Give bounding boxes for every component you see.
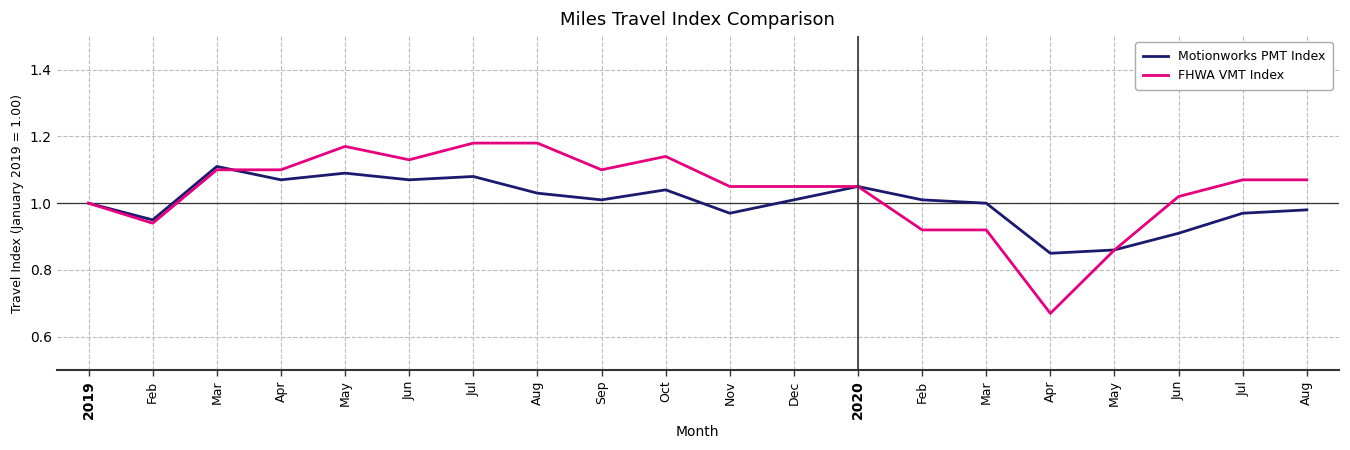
Line: Motionworks PMT Index: Motionworks PMT Index	[89, 166, 1307, 253]
Motionworks PMT Index	[594, 197, 610, 202]
Motionworks PMT Index	[1107, 247, 1123, 252]
Legend: Motionworks PMT Index, FHWA VMT Index: Motionworks PMT Index, FHWA VMT Index	[1135, 42, 1332, 90]
FHWA VMT Index	[81, 201, 97, 206]
Y-axis label: Travel Index (January 2019 = 1.00): Travel Index (January 2019 = 1.00)	[11, 94, 24, 313]
Motionworks PMT Index	[1042, 251, 1058, 256]
FHWA VMT Index	[914, 227, 930, 233]
Motionworks PMT Index	[786, 197, 802, 202]
FHWA VMT Index	[1235, 177, 1251, 183]
FHWA VMT Index	[850, 184, 867, 189]
FHWA VMT Index	[1170, 194, 1187, 199]
Motionworks PMT Index	[209, 164, 225, 169]
FHWA VMT Index	[401, 157, 417, 162]
FHWA VMT Index	[466, 140, 482, 146]
Line: FHWA VMT Index: FHWA VMT Index	[89, 143, 1307, 313]
Motionworks PMT Index	[1299, 207, 1315, 212]
Motionworks PMT Index	[338, 171, 354, 176]
Motionworks PMT Index	[466, 174, 482, 179]
FHWA VMT Index	[144, 220, 161, 226]
FHWA VMT Index	[1042, 310, 1058, 316]
FHWA VMT Index	[1299, 177, 1315, 183]
Motionworks PMT Index	[979, 201, 995, 206]
Motionworks PMT Index	[81, 201, 97, 206]
FHWA VMT Index	[1107, 247, 1123, 252]
FHWA VMT Index	[594, 167, 610, 172]
FHWA VMT Index	[979, 227, 995, 233]
FHWA VMT Index	[209, 167, 225, 172]
Motionworks PMT Index	[850, 184, 867, 189]
Motionworks PMT Index	[1170, 230, 1187, 236]
X-axis label: Month: Month	[676, 425, 720, 439]
Motionworks PMT Index	[657, 187, 674, 193]
FHWA VMT Index	[657, 154, 674, 159]
Motionworks PMT Index	[914, 197, 930, 202]
Motionworks PMT Index	[273, 177, 289, 183]
FHWA VMT Index	[722, 184, 738, 189]
Motionworks PMT Index	[401, 177, 417, 183]
Title: Miles Travel Index Comparison: Miles Travel Index Comparison	[560, 11, 836, 29]
Motionworks PMT Index	[722, 211, 738, 216]
Motionworks PMT Index	[144, 217, 161, 223]
Motionworks PMT Index	[529, 190, 545, 196]
Motionworks PMT Index	[1235, 211, 1251, 216]
FHWA VMT Index	[529, 140, 545, 146]
FHWA VMT Index	[338, 144, 354, 149]
FHWA VMT Index	[786, 184, 802, 189]
FHWA VMT Index	[273, 167, 289, 172]
